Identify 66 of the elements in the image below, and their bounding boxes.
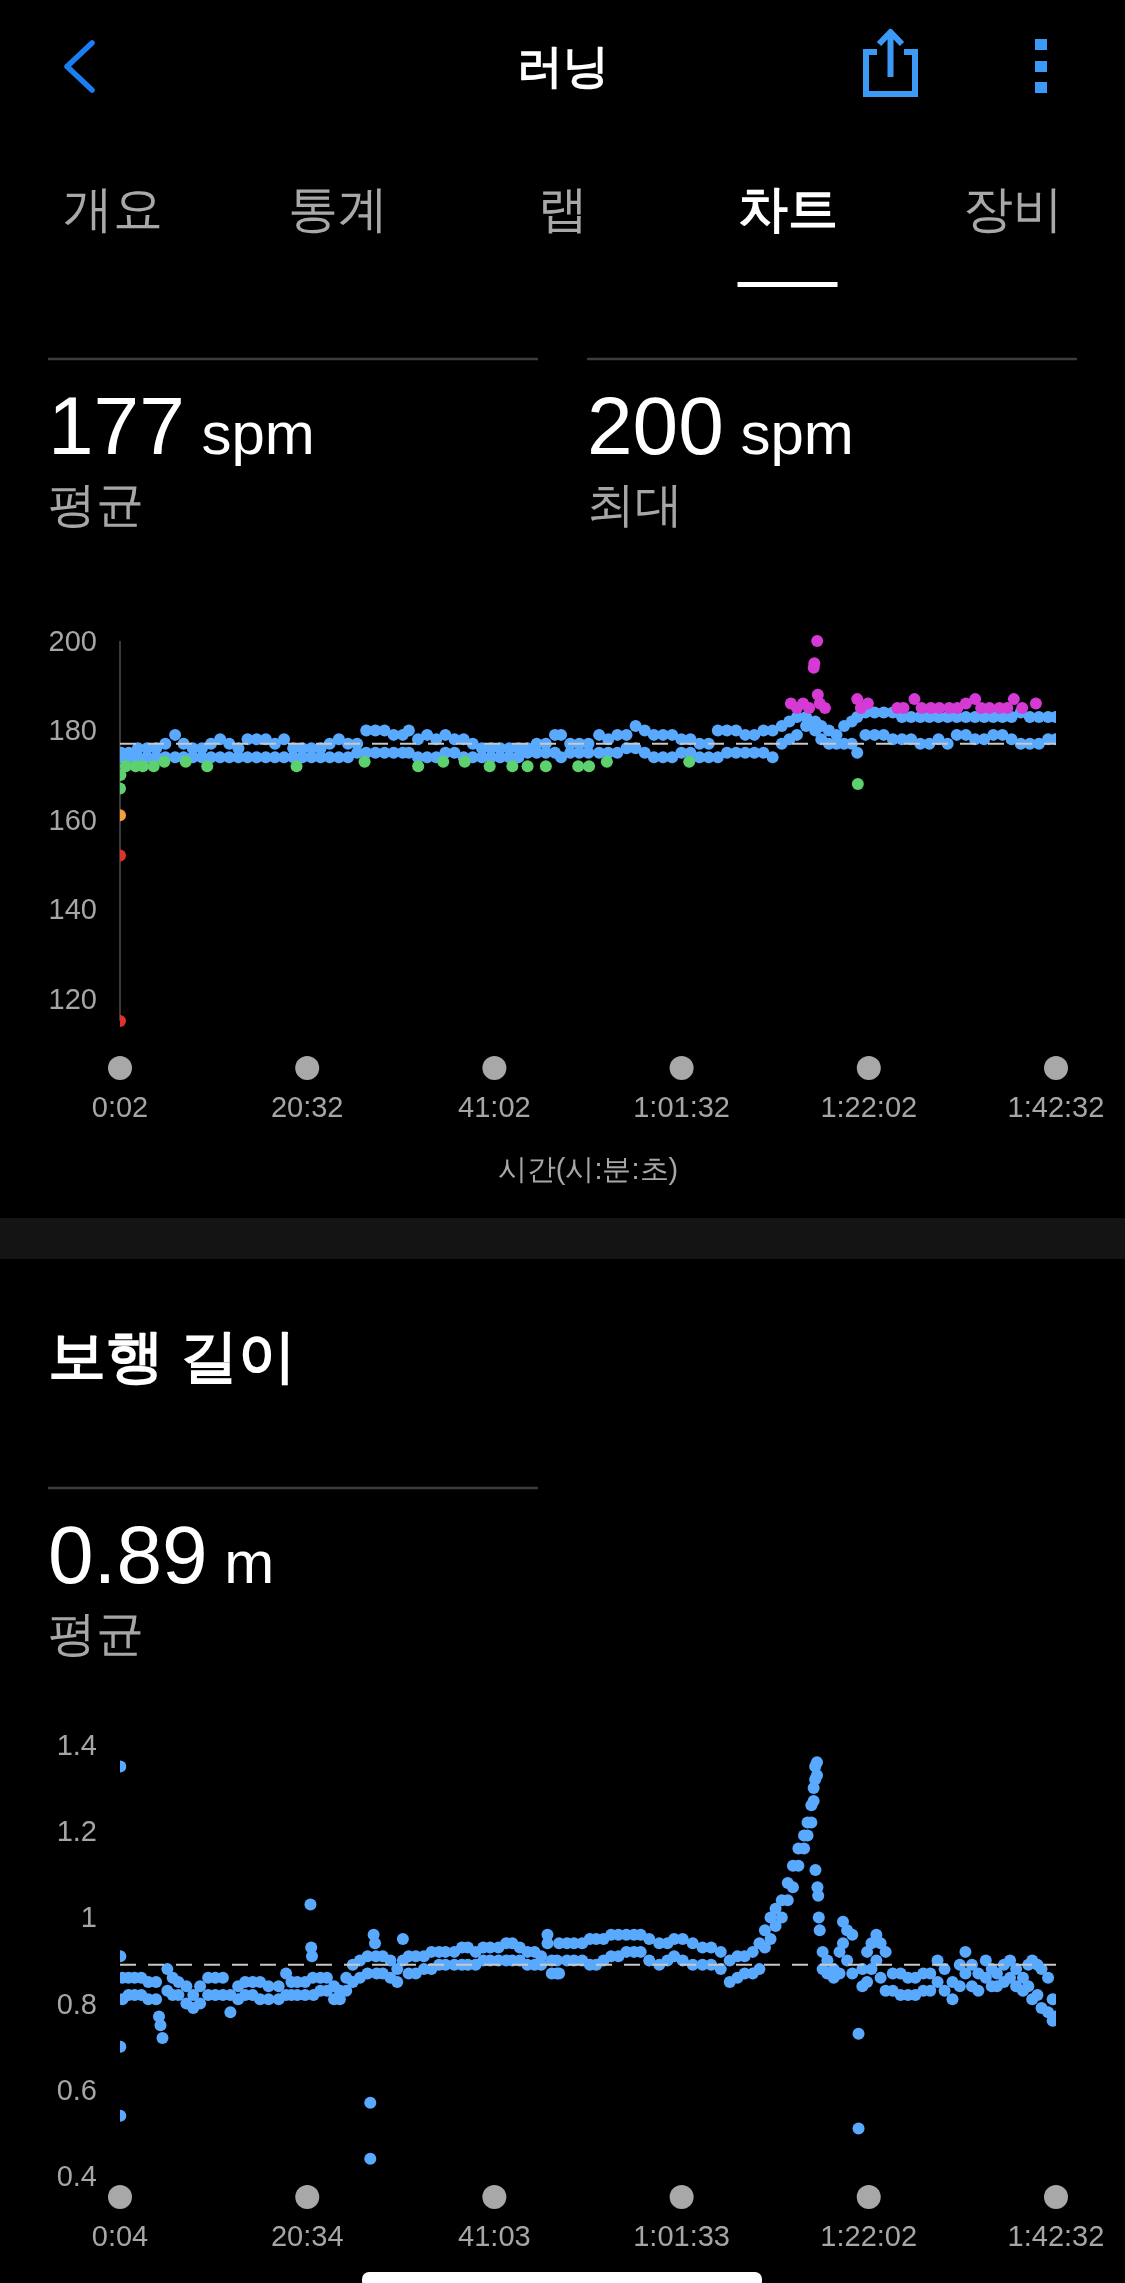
stat-value: 177 spm <box>48 380 315 471</box>
y-tick-label: 1 <box>80 1901 97 1934</box>
point <box>908 693 921 706</box>
point <box>437 755 450 768</box>
y-tick-label: 1.2 <box>56 1815 97 1848</box>
x-tick-label: 41:03 <box>458 2220 531 2252</box>
point <box>851 778 864 791</box>
point <box>458 755 471 768</box>
point <box>179 755 192 768</box>
y-tick-label: 120 <box>48 982 97 1015</box>
y-tick-label: 0.8 <box>56 1987 97 2020</box>
point <box>358 755 371 768</box>
chart-title: 보행 길이 <box>48 1323 297 1388</box>
y-tick-label: 180 <box>48 714 97 747</box>
point <box>539 760 552 773</box>
x-tick-label: 1:22:02 <box>820 1091 918 1123</box>
point <box>818 702 831 715</box>
point <box>120 760 132 773</box>
point <box>861 697 874 710</box>
stat-caption: 평균 <box>48 478 144 531</box>
x-tick-label: 1:22:02 <box>820 2220 918 2252</box>
point <box>683 755 696 768</box>
point <box>506 760 519 773</box>
point <box>803 702 816 715</box>
x-tick-label: 20:34 <box>270 2220 344 2252</box>
point <box>1007 693 1020 706</box>
point <box>583 760 596 773</box>
point <box>412 760 425 773</box>
point <box>600 755 613 768</box>
point <box>521 760 534 773</box>
point <box>1016 702 1029 715</box>
tab-label: 통계 <box>287 181 388 237</box>
page-title: 러닝 <box>516 40 609 92</box>
x-tick-label: 1:01:33 <box>633 2220 730 2252</box>
point <box>158 755 171 768</box>
point <box>969 693 982 706</box>
point <box>201 760 214 773</box>
y-tick-label: 140 <box>48 893 97 926</box>
stat-caption: 최대 <box>587 478 683 531</box>
y-tick-label: 200 <box>48 625 97 657</box>
x-axis-title: 시간(시:분:초) <box>497 1153 679 1185</box>
point <box>959 697 972 710</box>
point <box>572 760 585 773</box>
x-tick-label: 1:01:32 <box>633 1091 730 1123</box>
tab-label: 장비 <box>962 181 1063 237</box>
point <box>147 760 160 773</box>
stat-caption: 평균 <box>48 1607 144 1660</box>
point <box>290 760 303 773</box>
tab-label: 차트 <box>737 181 838 237</box>
y-tick-label: 160 <box>48 803 97 836</box>
point <box>1029 697 1042 710</box>
x-tick-label: 0:04 <box>91 2220 149 2252</box>
x-tick-label: 1:42:32 <box>1007 1091 1105 1123</box>
stat-value: 200 spm <box>587 380 854 471</box>
x-tick-label: 0:02 <box>91 1091 149 1123</box>
tab-label: 랩 <box>537 181 588 237</box>
stat-value: 0.89 m <box>48 1509 275 1600</box>
y-tick-label: 0.6 <box>56 2073 97 2106</box>
x-tick-label: 20:32 <box>270 1091 344 1123</box>
point <box>483 760 496 773</box>
y-tick-label: 0.4 <box>56 2160 97 2192</box>
y-tick-label: 1.4 <box>56 1729 97 1761</box>
point <box>811 635 824 647</box>
x-tick-label: 41:02 <box>458 1091 531 1123</box>
tab-label: 개요 <box>62 181 163 237</box>
x-tick-label: 1:42:32 <box>1007 2220 1105 2252</box>
